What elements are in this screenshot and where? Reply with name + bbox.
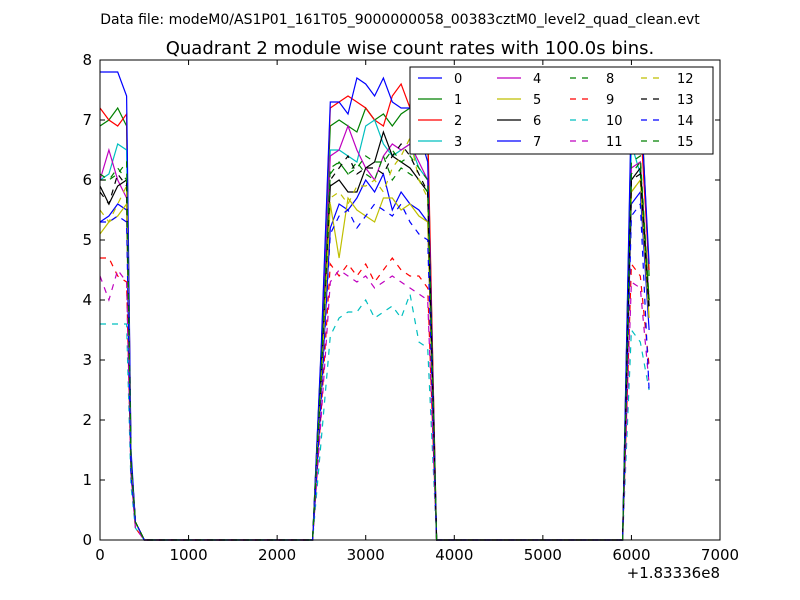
figure-suptitle: Data file: modeM0/AS1P01_161T05_90000000… bbox=[100, 12, 700, 28]
legend-label-14: 14 bbox=[677, 114, 694, 129]
legend-label-7: 7 bbox=[533, 135, 541, 150]
legend-label-2: 2 bbox=[454, 114, 462, 129]
y-tick-label: 4 bbox=[82, 291, 92, 309]
y-tick-label: 6 bbox=[82, 171, 92, 189]
legend-label-11: 11 bbox=[606, 135, 623, 150]
legend-label-1: 1 bbox=[454, 93, 462, 108]
legend-label-8: 8 bbox=[606, 72, 614, 87]
x-tick-label: 4000 bbox=[435, 546, 473, 564]
x-tick-label: 3000 bbox=[347, 546, 385, 564]
series-line-14 bbox=[100, 202, 650, 541]
series-line-12 bbox=[99, 136, 650, 541]
x-axis: 0 1000 2000 3000 4000 5000 6000 7000 bbox=[95, 60, 739, 564]
x-tick-label: 7000 bbox=[701, 546, 739, 564]
series-line-10 bbox=[100, 291, 650, 541]
series-line-15 bbox=[99, 148, 650, 541]
legend-label-13: 13 bbox=[677, 93, 694, 108]
series-line-11 bbox=[99, 268, 650, 541]
series-line-5 bbox=[99, 178, 650, 541]
legend-box bbox=[409, 66, 714, 155]
legend-label-15: 15 bbox=[677, 135, 694, 150]
x-tick-label: 6000 bbox=[612, 546, 650, 564]
legend-label-3: 3 bbox=[454, 135, 462, 150]
plot-area bbox=[99, 59, 721, 541]
legend-label-10: 10 bbox=[606, 114, 623, 129]
x-tick-label: 5000 bbox=[524, 546, 562, 564]
y-tick-label: 2 bbox=[82, 411, 92, 429]
series-line-13 bbox=[99, 142, 650, 541]
x-axis-offset-label: +1.83336e8 bbox=[627, 564, 720, 582]
legend-label-0: 0 bbox=[454, 72, 462, 87]
y-tick-label: 3 bbox=[82, 351, 92, 369]
y-tick-label: 0 bbox=[82, 531, 92, 549]
y-tick-label: 8 bbox=[82, 51, 92, 69]
legend-label-12: 12 bbox=[677, 72, 694, 87]
x-tick-label: 2000 bbox=[258, 546, 296, 564]
series-line-3 bbox=[99, 119, 650, 541]
series-line-9 bbox=[100, 256, 650, 541]
chart-title: Quadrant 2 module wise count rates with … bbox=[166, 38, 655, 59]
y-tick-label: 5 bbox=[82, 231, 92, 249]
legend-label-6: 6 bbox=[533, 114, 541, 129]
series-line-6 bbox=[99, 130, 650, 541]
x-tick-label: 1000 bbox=[169, 546, 207, 564]
y-tick-label: 1 bbox=[82, 471, 92, 489]
legend-label-9: 9 bbox=[606, 93, 614, 108]
y-tick-label: 7 bbox=[82, 111, 92, 129]
series-line-0 bbox=[99, 172, 650, 541]
x-tick-label: 0 bbox=[95, 546, 105, 564]
series-line-8 bbox=[100, 154, 650, 541]
legend-label-5: 5 bbox=[533, 93, 541, 108]
series-layer bbox=[99, 71, 650, 541]
series-line-4 bbox=[99, 124, 650, 541]
legend-label-4: 4 bbox=[533, 72, 541, 87]
